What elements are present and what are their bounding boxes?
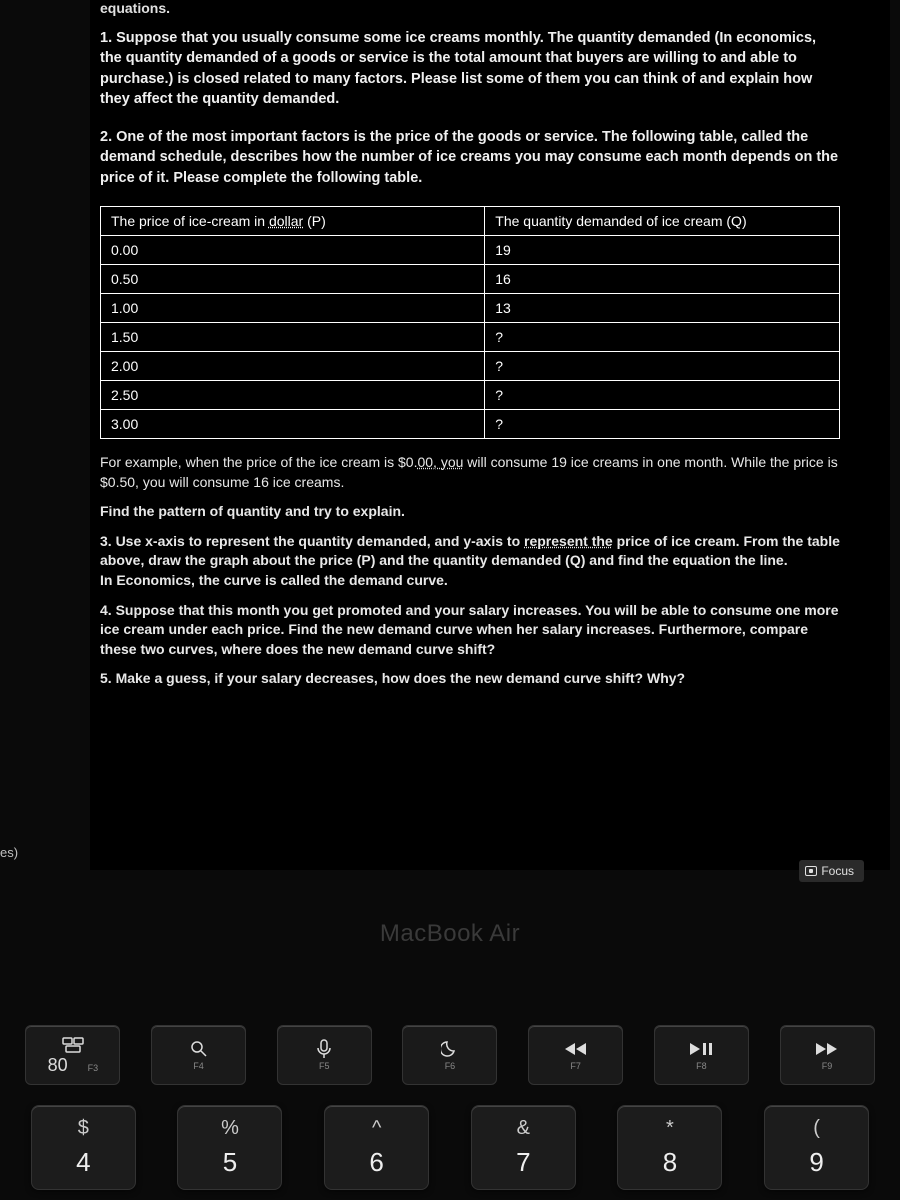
question-5: 5. Make a guess, if your salary decrease… [100, 669, 880, 689]
table-header-price: The price of ice-cream in dollar (P) [111, 213, 326, 229]
key-digit: 4 [76, 1147, 90, 1178]
table-row: 2.00? [101, 352, 840, 381]
key-f5[interactable]: F5 [277, 1025, 372, 1085]
key-6[interactable]: ^ 6 [324, 1105, 429, 1190]
fast-forward-icon [815, 1039, 839, 1059]
key-7[interactable]: & 7 [471, 1105, 576, 1190]
key-label: F8 [696, 1061, 707, 1071]
key-label: F5 [319, 1061, 330, 1071]
key-digit: 6 [369, 1147, 383, 1178]
key-label: F9 [822, 1061, 833, 1071]
key-label: F4 [193, 1061, 204, 1071]
focus-mode-button[interactable]: Focus [799, 860, 864, 882]
keyboard-fn-row: 80 F3 F4 F5 F6 F7 F8 F9 [0, 1020, 900, 1090]
table-row: 1.50? [101, 323, 840, 352]
spotlight-icon [190, 1039, 208, 1059]
table-row: 0.0019 [101, 236, 840, 265]
key-symbol: $ [78, 1117, 89, 1140]
key-symbol: ^ [372, 1117, 381, 1140]
key-symbol: % [221, 1117, 239, 1140]
key-8[interactable]: * 8 [617, 1105, 722, 1190]
rewind-icon [564, 1039, 588, 1059]
key-4[interactable]: $ 4 [31, 1105, 136, 1190]
example-note: For example, when the price of the ice c… [100, 453, 880, 492]
key-label: F7 [570, 1061, 581, 1071]
key-digit: 9 [809, 1147, 823, 1178]
section-label: equations. [100, 0, 880, 16]
focus-label: Focus [821, 864, 854, 878]
key-5[interactable]: % 5 [177, 1105, 282, 1190]
key-symbol: & [517, 1117, 530, 1140]
document-viewport: equations. 1. Suppose that you usually c… [90, 0, 890, 870]
moon-icon [441, 1039, 459, 1059]
key-label: F6 [445, 1061, 456, 1071]
key-f6[interactable]: F6 [402, 1025, 497, 1085]
key-f3[interactable]: 80 F3 [25, 1025, 120, 1085]
table-row: 1.0013 [101, 294, 840, 323]
demand-schedule-table: The price of ice-cream in dollar (P) The… [100, 206, 880, 439]
table-row: 0.5016 [101, 265, 840, 294]
key-f4[interactable]: F4 [151, 1025, 246, 1085]
left-truncated-text: es) [0, 845, 18, 860]
question-4: 4. Suppose that this month you get promo… [100, 601, 880, 660]
question-2: 2. One of the most important factors is … [100, 127, 880, 188]
table-row: 3.00? [101, 410, 840, 439]
table-row: 2.50? [101, 381, 840, 410]
key-label: F3 [88, 1063, 99, 1073]
keyboard-number-row: $ 4 % 5 ^ 6 & 7 * 8 ( 9 [0, 1105, 900, 1200]
focus-icon [805, 866, 817, 876]
key-f9[interactable]: F9 [780, 1025, 875, 1085]
key-f8[interactable]: F8 [654, 1025, 749, 1085]
laptop-model-label: MacBook Air [0, 920, 900, 948]
question-3: 3. Use x-axis to represent the quantity … [100, 532, 880, 591]
key-9[interactable]: ( 9 [764, 1105, 869, 1190]
key-digit: 7 [516, 1147, 530, 1178]
mission-control-icon [62, 1035, 84, 1055]
key-digit: 8 [663, 1147, 677, 1178]
key-symbol: ( [813, 1117, 820, 1140]
table-header-quantity: The quantity demanded of ice cream (Q) [485, 207, 840, 236]
mic-icon [317, 1039, 331, 1059]
key-top-left-80: 80 [48, 1055, 68, 1076]
key-digit: 5 [223, 1147, 237, 1178]
question-1: 1. Suppose that you usually consume some… [100, 28, 880, 109]
play-pause-icon [689, 1039, 713, 1059]
key-symbol: * [666, 1117, 674, 1140]
find-pattern-note: Find the pattern of quantity and try to … [100, 502, 880, 522]
key-f7[interactable]: F7 [528, 1025, 623, 1085]
